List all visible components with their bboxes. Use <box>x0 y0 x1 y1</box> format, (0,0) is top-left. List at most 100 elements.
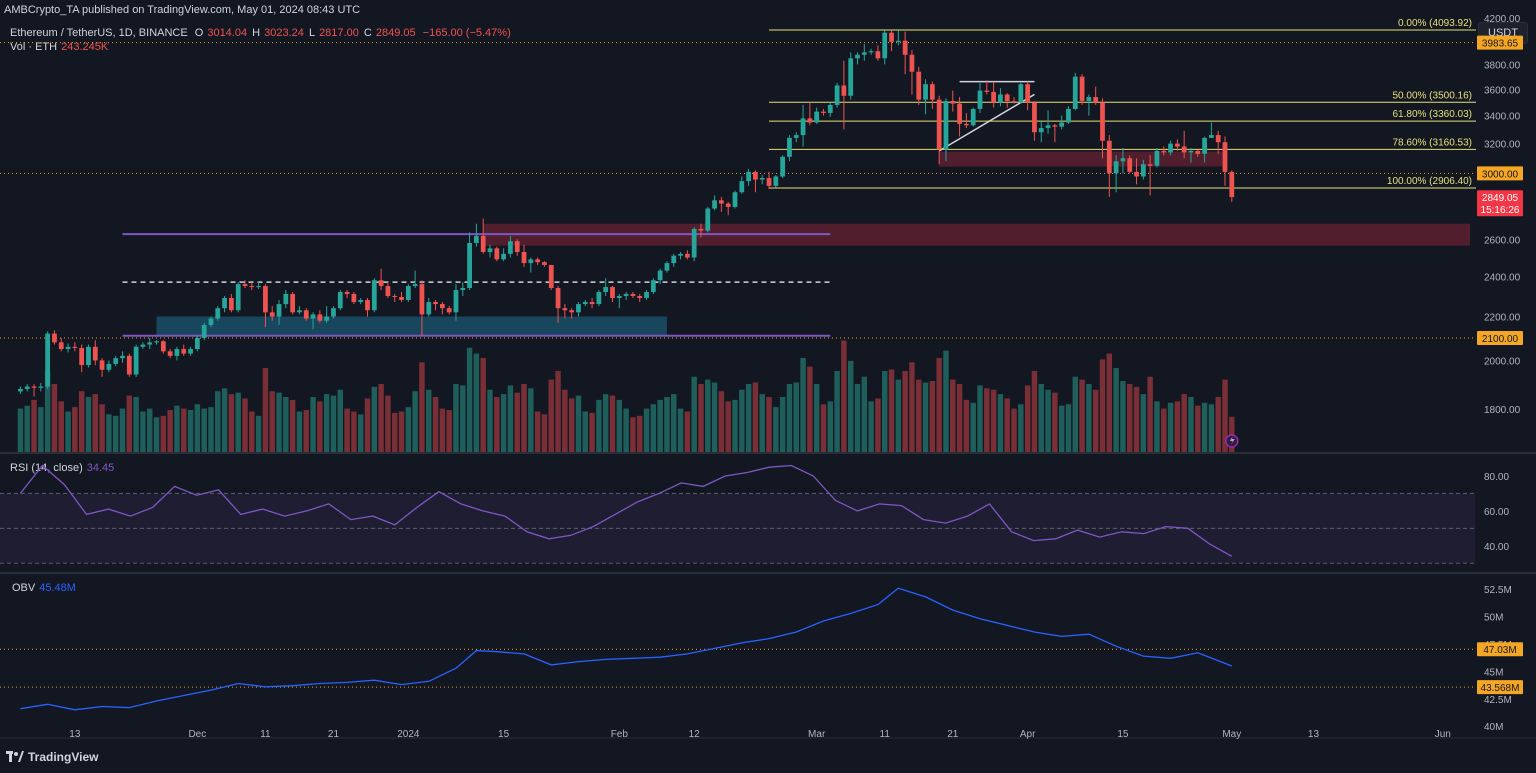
obv-label[interactable]: OBV <box>12 582 36 594</box>
volume-bar <box>330 395 337 452</box>
candle-body <box>249 286 255 288</box>
candle-body <box>950 100 956 104</box>
volume-bar <box>419 362 425 452</box>
candle-body <box>99 360 105 370</box>
candle-body <box>201 324 207 338</box>
volume-bar <box>1195 405 1201 452</box>
volume-bar <box>963 399 970 452</box>
obv-tick-label: 45M <box>1484 667 1503 678</box>
candle-body <box>576 304 581 313</box>
volume-bar <box>766 397 772 452</box>
volume-bar <box>745 383 752 452</box>
tradingview-logo[interactable]: TradingView <box>6 750 98 764</box>
volume-bar <box>732 399 738 452</box>
candle-body <box>1168 143 1173 153</box>
candle-body <box>555 288 561 309</box>
candle-body <box>385 286 391 296</box>
volume-bar <box>786 383 793 452</box>
volume-bar <box>167 410 173 452</box>
candle-body <box>126 355 132 375</box>
volume-bar <box>1092 389 1099 452</box>
candle-body <box>1059 122 1065 127</box>
price-level-label: 2100.00 <box>1482 334 1519 345</box>
candle-body <box>739 181 745 193</box>
symbol-title[interactable]: Ethereum / TetherUS, 1D, BINANCE <box>10 27 188 39</box>
tradingview-icon <box>6 751 24 762</box>
volume-bar <box>1208 404 1215 452</box>
candle-body <box>630 293 636 296</box>
rsi-tick-label: 80.00 <box>1484 472 1509 483</box>
volume-bar <box>344 408 350 452</box>
volume-bar <box>943 350 949 452</box>
candle-body <box>528 259 534 264</box>
volume-bar <box>705 379 711 452</box>
volume-bar <box>1011 408 1017 452</box>
candle-body <box>501 253 506 260</box>
candle-body <box>957 103 962 124</box>
volume-bar <box>970 402 976 452</box>
time-tick-label: Feb <box>611 729 629 740</box>
volume-bar <box>371 386 378 452</box>
volume-bar <box>31 399 37 452</box>
volume-bar <box>582 411 588 452</box>
obv-level-tag <box>1477 642 1523 657</box>
volume-bar <box>398 411 405 452</box>
volume-bar <box>249 411 255 452</box>
candle-body <box>167 351 173 356</box>
volume-bar <box>1038 383 1044 452</box>
volume-label[interactable]: Vol · ETH <box>10 41 58 53</box>
candle-body <box>1181 146 1187 153</box>
volume-bar <box>1154 401 1160 452</box>
rsi-label[interactable]: RSI (14, close) <box>10 462 83 474</box>
volume-bar <box>112 415 119 452</box>
volume-bar <box>357 414 364 452</box>
candle-body <box>691 228 697 258</box>
volume-bar <box>779 397 786 452</box>
candle-body <box>1127 158 1133 172</box>
volume-bar <box>1127 383 1133 452</box>
time-tick-label: Mar <box>808 729 826 740</box>
candle-body <box>1086 97 1092 101</box>
candle-body <box>392 295 398 297</box>
price-tick-label: 3200.00 <box>1484 140 1521 151</box>
candle-body <box>18 388 23 392</box>
volume-bar <box>854 383 861 452</box>
volume-bar <box>65 411 71 452</box>
price-tick-label: 3800.00 <box>1484 60 1521 71</box>
volume-bar <box>85 397 92 452</box>
fib-level-label: 78.60% (3160.53) <box>1392 137 1472 148</box>
lightning-icon <box>1225 434 1239 448</box>
volume-bar <box>276 392 282 452</box>
candle-body <box>303 310 309 319</box>
candle-body <box>310 314 316 319</box>
last-price-label: 2849.05 <box>1482 193 1519 204</box>
candle-body <box>160 341 166 352</box>
volume-bar <box>643 408 650 452</box>
candle-body <box>753 171 758 180</box>
candle-body <box>759 178 765 180</box>
candle-body <box>1038 128 1044 133</box>
candle-body <box>194 337 200 350</box>
volume-bar <box>1133 386 1140 452</box>
candle-body <box>263 286 268 313</box>
candle-body <box>52 333 57 343</box>
candle-body <box>1032 102 1037 133</box>
obv-tick-label: 40M <box>1484 722 1503 733</box>
time-tick-label: 21 <box>947 729 959 740</box>
volume-bar <box>228 394 235 452</box>
candle-body <box>807 118 813 123</box>
footer-brand: TradingView <box>28 750 99 764</box>
candle-body <box>814 111 820 123</box>
candle-body <box>426 302 432 315</box>
volume-bar <box>630 417 636 452</box>
bearish-zone <box>939 151 1225 167</box>
candle-body <box>460 288 466 291</box>
volume-bar <box>174 405 180 452</box>
price-level-tag <box>1477 166 1523 181</box>
volume-bar <box>1181 394 1187 452</box>
candle-body <box>936 99 942 150</box>
volume-bar <box>637 415 643 452</box>
candle-body <box>133 346 139 375</box>
candle-body <box>827 104 833 113</box>
